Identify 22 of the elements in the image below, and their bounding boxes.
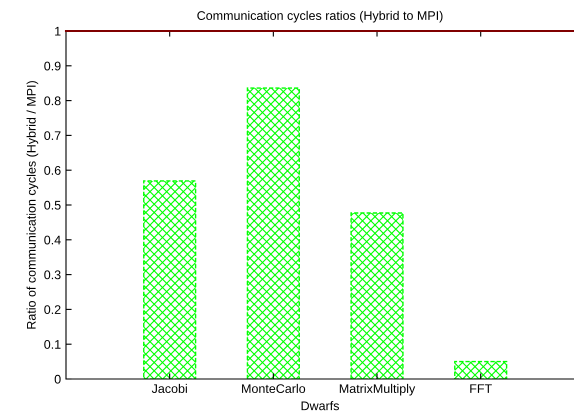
y-tick-label: 0.3 xyxy=(44,270,61,280)
x-tick-label: FFT xyxy=(470,384,492,393)
x-tick-label: Jacobi xyxy=(152,384,187,394)
y-tick-label: 0.4 xyxy=(44,236,61,244)
x-tick-label: MatrixMultiply xyxy=(340,384,416,396)
y-tick-label: 0.7 xyxy=(44,131,61,140)
y-tick-label: 0.6 xyxy=(44,166,61,175)
x-tick-label: MonteCarlo xyxy=(242,384,306,394)
y-tick-label: 0 xyxy=(54,374,61,384)
y-tick-label: 0.8 xyxy=(44,96,61,106)
x-axis-title: Dwarfs xyxy=(302,401,339,410)
bar xyxy=(350,212,404,379)
y-tick-label: 0.2 xyxy=(44,305,61,314)
bar xyxy=(454,360,508,379)
chart-title: Communication cycles ratios (Hybrid to MPI) xyxy=(197,10,443,22)
y-tick-label: 0.9 xyxy=(44,62,61,70)
bar xyxy=(143,180,196,379)
y-tick-label: 1 xyxy=(55,26,61,36)
y-tick-label: 0.1 xyxy=(44,340,61,349)
y-axis-title: Ratio of communication cycles (Hybrid / MPI) xyxy=(26,81,38,329)
bar xyxy=(246,87,300,379)
y-tick-label: 0.5 xyxy=(44,200,61,210)
